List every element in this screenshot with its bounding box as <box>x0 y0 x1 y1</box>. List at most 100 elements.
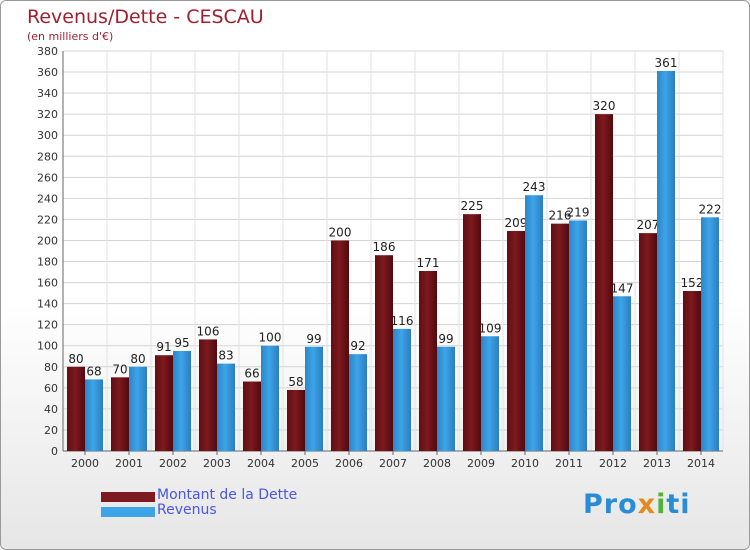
y-tick-label: 160 <box>37 277 58 290</box>
legend-label-revenus: Revenus <box>157 502 217 518</box>
bar-revenus <box>481 336 499 451</box>
data-label: 200 <box>329 225 352 239</box>
bar-dette <box>111 377 129 451</box>
x-tick-label: 2006 <box>335 457 363 470</box>
data-label: 92 <box>350 339 365 353</box>
legend-swatch-dette <box>101 492 155 502</box>
data-label: 147 <box>611 281 634 295</box>
bar-revenus <box>525 195 543 451</box>
y-tick-label: 260 <box>37 171 58 184</box>
bar-dette <box>155 355 173 451</box>
y-tick-label: 120 <box>37 319 58 332</box>
data-label: 243 <box>523 180 546 194</box>
x-tick-label: 2002 <box>159 457 187 470</box>
data-label: 216 <box>549 209 572 223</box>
bar-chart: 0 20 40 60 80 100 120 140 160 180 200 220 240 260 280 3… <box>37 45 724 470</box>
data-label: 171 <box>417 256 440 270</box>
bar-dette <box>199 339 217 451</box>
y-tick-label: 280 <box>37 150 58 163</box>
data-label: 68 <box>86 364 101 378</box>
x-tick-label: 2004 <box>247 457 275 470</box>
x-tick-label: 2013 <box>643 457 671 470</box>
data-label: 80 <box>130 352 145 366</box>
data-label: 207 <box>637 218 660 232</box>
bar-revenus <box>85 379 103 451</box>
x-tick-label: 2012 <box>599 457 627 470</box>
bar-dette <box>375 255 393 451</box>
bar-revenus <box>393 328 411 451</box>
data-label: 58 <box>288 375 303 389</box>
x-tick-label: 2001 <box>115 457 143 470</box>
y-tick-label: 300 <box>37 129 58 142</box>
bar-revenus <box>701 217 719 451</box>
x-tick-label: 2010 <box>511 457 539 470</box>
y-tick-label: 100 <box>37 340 58 353</box>
x-tick-label: 2008 <box>423 457 451 470</box>
proxiti-logo: Proxiti <box>583 489 691 520</box>
bar-dette <box>507 231 525 451</box>
y-tick-label: 380 <box>37 45 58 58</box>
data-label: 91 <box>156 340 171 354</box>
data-label: 219 <box>567 205 590 219</box>
bar-revenus <box>437 346 455 451</box>
x-tick-label: 2000 <box>71 457 99 470</box>
x-tick-label: 2014 <box>687 457 715 470</box>
x-tick-label: 2003 <box>203 457 231 470</box>
data-label: 80 <box>68 352 83 366</box>
data-label: 99 <box>306 332 321 346</box>
data-label: 99 <box>438 332 453 346</box>
data-label: 70 <box>112 362 127 376</box>
legend-label-dette: Montant de la Dette <box>157 487 298 503</box>
chart-subtitle: (en milliers d'€) <box>27 30 114 43</box>
bar-dette <box>419 271 437 451</box>
bar-revenus <box>657 71 675 451</box>
bar-dette <box>639 233 657 451</box>
bar-revenus <box>217 363 235 451</box>
y-tick-label: 60 <box>44 382 58 395</box>
y-tick-label: 40 <box>44 403 58 416</box>
x-tick-label: 2007 <box>379 457 407 470</box>
data-label: 95 <box>174 336 189 350</box>
bar-revenus <box>613 296 631 451</box>
y-tick-label: 140 <box>37 298 58 311</box>
data-label: 320 <box>593 99 616 113</box>
y-tick-label: 220 <box>37 213 58 226</box>
bar-dette <box>331 240 349 451</box>
bar-revenus <box>569 220 587 451</box>
legend-swatch-revenus <box>101 507 155 517</box>
data-label: 100 <box>259 331 282 345</box>
bar-revenus <box>305 346 323 451</box>
bar-revenus <box>129 366 147 451</box>
chart-title: Revenus/Dette - CESCAU <box>27 6 264 28</box>
y-tick-label: 320 <box>37 108 58 121</box>
bar-dette <box>683 291 701 451</box>
data-label: 209 <box>505 216 528 230</box>
bar-dette <box>287 389 305 451</box>
bar-dette <box>243 381 261 451</box>
data-label: 152 <box>681 276 704 290</box>
y-tick-label: 180 <box>37 256 58 269</box>
x-tick-label: 2005 <box>291 457 319 470</box>
data-label: 109 <box>479 321 502 335</box>
data-label: 225 <box>461 199 484 213</box>
data-label: 83 <box>218 349 233 363</box>
y-tick-label: 360 <box>37 66 58 79</box>
bar-revenus <box>261 345 279 451</box>
bar-revenus <box>349 354 367 451</box>
data-label: 361 <box>655 56 678 70</box>
bar-dette <box>463 214 481 451</box>
y-tick-label: 200 <box>37 234 58 247</box>
x-tick-label: 2009 <box>467 457 495 470</box>
data-label: 116 <box>391 314 414 328</box>
bar-dette <box>67 366 85 451</box>
bar-dette <box>551 223 569 451</box>
y-tick-label: 240 <box>37 192 58 205</box>
y-tick-label: 0 <box>51 445 58 458</box>
y-tick-label: 80 <box>44 361 58 374</box>
data-label: 66 <box>244 367 259 381</box>
data-label: 106 <box>197 324 220 338</box>
y-tick-label: 340 <box>37 87 58 100</box>
x-tick-label: 2011 <box>555 457 583 470</box>
data-label: 186 <box>373 240 396 254</box>
